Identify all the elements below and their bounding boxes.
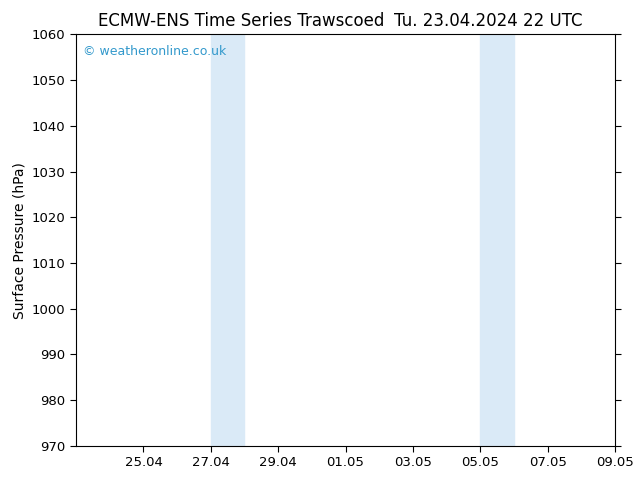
Bar: [210, 34, 245, 446]
Y-axis label: Surface Pressure (hPa): Surface Pressure (hPa): [12, 162, 27, 318]
Text: ECMW-ENS Time Series Trawscoed: ECMW-ENS Time Series Trawscoed: [98, 12, 384, 30]
Text: Tu. 23.04.2024 22 UTC: Tu. 23.04.2024 22 UTC: [394, 12, 583, 30]
Text: © weatheronline.co.uk: © weatheronline.co.uk: [82, 45, 226, 58]
Bar: [480, 34, 514, 446]
